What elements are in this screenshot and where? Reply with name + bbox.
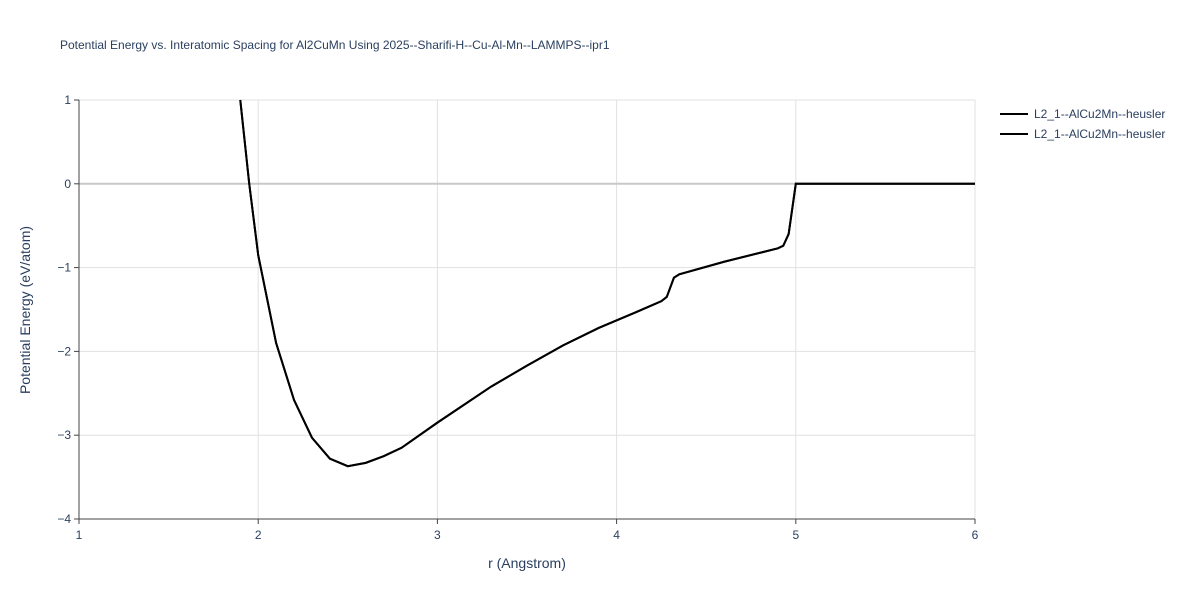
x-tick-label: 6 <box>972 528 979 542</box>
line-series <box>239 99 975 468</box>
x-tick-label: 3 <box>434 528 441 542</box>
line-series <box>239 99 975 468</box>
x-tick-label: 5 <box>792 528 799 542</box>
legend-label: L2_1--AlCu2Mn--heusler <box>1034 127 1165 141</box>
x-axis-label: r (Angstrom) <box>488 555 566 571</box>
x-tick-label: 4 <box>613 528 620 542</box>
y-tick-label: −1 <box>57 261 71 275</box>
chart-title: Potential Energy vs. Interatomic Spacing… <box>60 38 610 52</box>
x-tick-label: 2 <box>255 528 262 542</box>
y-tick-label: 0 <box>64 177 71 191</box>
x-tick-label: 1 <box>76 528 83 542</box>
y-axis-label: Potential Energy (eV/atom) <box>17 226 33 394</box>
y-tick-label: −3 <box>57 428 71 442</box>
y-tick-label: −2 <box>57 344 71 358</box>
y-tick-label: −4 <box>57 512 71 526</box>
legend-label: L2_1--AlCu2Mn--heusler <box>1034 107 1165 121</box>
y-tick-label: 1 <box>64 93 71 107</box>
